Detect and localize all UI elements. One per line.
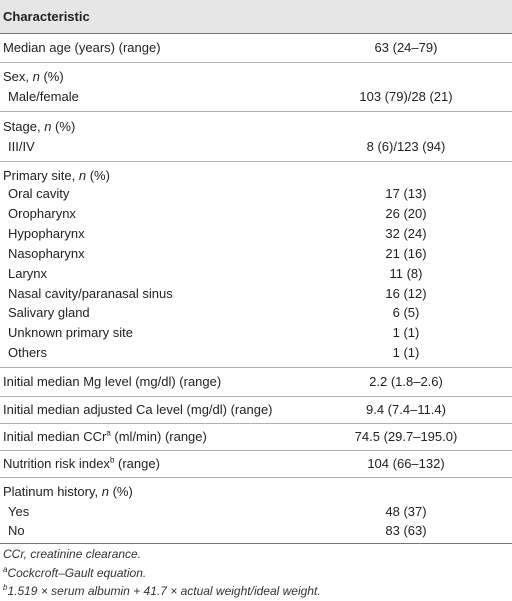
footnote-ccr: CCr, creatinine clearance. <box>3 547 142 561</box>
row-label: Oral cavity <box>8 186 70 201</box>
row-label: Hypopharynx <box>8 226 85 241</box>
row-label: Initial median Mg level (mg/dl) (range) <box>3 374 222 389</box>
row-divider <box>0 367 512 368</box>
footnote-b: b1.519 × serum albumin + 41.7 × actual w… <box>3 583 321 599</box>
row-label: Salivary gland <box>8 305 90 320</box>
header-characteristic: Characteristic <box>3 9 90 24</box>
row-label: Sex, n (%) <box>3 69 64 84</box>
row-label: No <box>8 523 25 538</box>
table-bottom-rule <box>0 543 512 544</box>
row-label: Nasal cavity/paranasal sinus <box>8 286 173 301</box>
row-label: Platinum history, n (%) <box>3 484 133 499</box>
row-divider <box>0 450 512 451</box>
header-divider <box>0 33 512 34</box>
row-value: 48 (37) <box>385 504 427 519</box>
row-label: Initial median adjusted Ca level (mg/dl)… <box>3 402 273 417</box>
row-label: Others <box>8 345 48 360</box>
row-divider <box>0 396 512 397</box>
row-label: Stage, n (%) <box>3 119 76 134</box>
row-value: 21 (16) <box>385 246 427 261</box>
row-value: 6 (5) <box>392 305 420 320</box>
row-divider <box>0 111 512 112</box>
row-value: 17 (13) <box>385 186 427 201</box>
row-value: 11 (8) <box>389 266 423 281</box>
row-divider <box>0 62 512 63</box>
row-value: 83 (63) <box>385 523 427 538</box>
row-value: 9.4 (7.4–11.4) <box>366 402 446 417</box>
row-label: Male/female <box>8 89 79 104</box>
row-label: Yes <box>8 504 30 519</box>
row-value: 32 (24) <box>385 226 427 241</box>
row-label: III/IV <box>8 139 35 154</box>
row-value: 74.5 (29.7–195.0) <box>354 429 458 444</box>
row-label: Nasopharynx <box>8 246 85 261</box>
row-value: 8 (6)/123 (94) <box>366 139 446 154</box>
row-label: Unknown primary site <box>8 325 133 340</box>
row-label: Median age (years) (range) <box>3 40 161 55</box>
row-value: 16 (12) <box>385 286 427 301</box>
row-label: Larynx <box>8 266 48 281</box>
row-label: Nutrition risk indexb (range) <box>3 455 160 471</box>
row-value: 104 (66–132) <box>367 456 445 471</box>
row-value: 1 (1) <box>392 345 420 360</box>
row-value: 63 (24–79) <box>374 40 438 55</box>
row-divider <box>0 423 512 424</box>
row-divider <box>0 477 512 478</box>
row-value: 2.2 (1.8–2.6) <box>369 374 443 389</box>
footnote-a: aCockcroft–Gault equation. <box>3 565 147 581</box>
row-value: 1 (1) <box>392 325 420 340</box>
row-value: 103 (79)/28 (21) <box>359 89 453 104</box>
row-divider <box>0 161 512 162</box>
table-header: Characteristic <box>0 0 512 33</box>
row-label: Initial median CCra (ml/min) (range) <box>3 428 207 444</box>
row-label: Oropharynx <box>8 206 76 221</box>
row-label: Primary site, n (%) <box>3 168 110 183</box>
row-value: 26 (20) <box>385 206 427 221</box>
